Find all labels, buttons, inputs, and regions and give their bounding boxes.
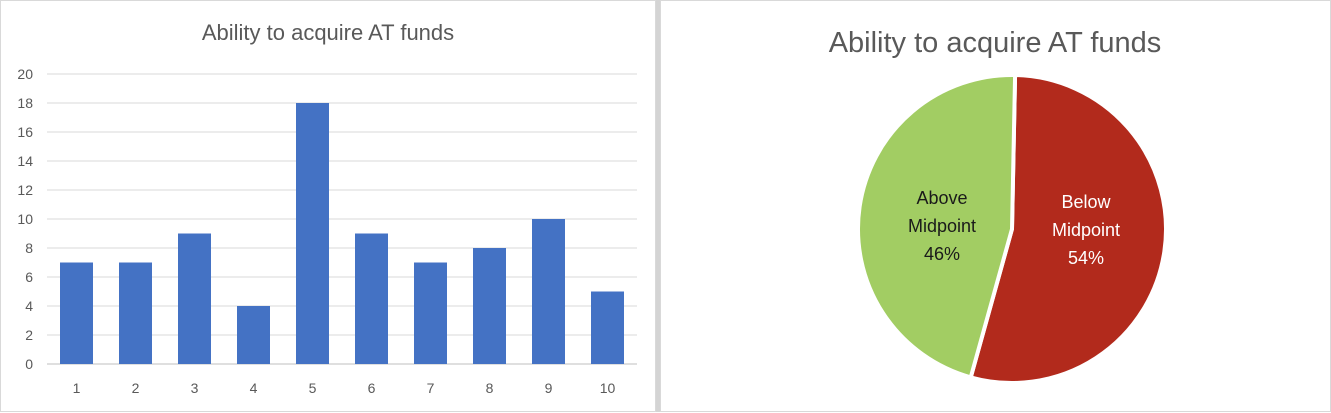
bar <box>473 248 506 364</box>
bar <box>119 262 152 364</box>
x-tick-label: 9 <box>545 380 553 396</box>
y-tick-label: 12 <box>17 182 33 198</box>
pie-slice-label: Below <box>1061 192 1111 212</box>
bar <box>414 262 447 364</box>
x-tick-label: 6 <box>368 380 376 396</box>
bar-chart-panel: Ability to acquire AT funds 0 2 4 6 8 10 12 14 1… <box>0 0 656 412</box>
bar <box>532 219 565 364</box>
x-tick-label: 8 <box>486 380 494 396</box>
pie-slice <box>968 73 1168 385</box>
bar <box>591 291 624 364</box>
bar <box>178 233 211 364</box>
pie-slice-label: Midpoint <box>1052 220 1120 240</box>
panel-divider <box>656 0 660 412</box>
pie-slice-label: 54% <box>1068 248 1104 268</box>
x-tick-label: 2 <box>132 380 140 396</box>
y-tick-label: 14 <box>17 153 33 169</box>
y-tick-label: 8 <box>25 240 33 256</box>
bar <box>237 306 270 364</box>
x-tick-label: 1 <box>73 380 81 396</box>
x-tick-label: 4 <box>250 380 258 396</box>
pie-slice-label: 46% <box>924 244 960 264</box>
x-tick-label: 3 <box>191 380 199 396</box>
bar <box>296 103 329 364</box>
pie-slice-label: Midpoint <box>908 216 976 236</box>
pie-slice-label: Above <box>916 188 967 208</box>
y-tick-label: 16 <box>17 124 33 140</box>
y-tick-label: 4 <box>25 298 33 314</box>
x-tick-label: 7 <box>427 380 435 396</box>
bar-chart-title: Ability to acquire AT funds <box>202 20 454 45</box>
pie-slice <box>856 73 1018 380</box>
bar <box>60 262 93 364</box>
y-tick-label: 2 <box>25 327 33 343</box>
bar-chart: Ability to acquire AT funds 024681012141… <box>17 20 637 396</box>
y-tick-label: 18 <box>17 95 33 111</box>
bar <box>355 233 388 364</box>
y-tick-label: 6 <box>25 269 33 285</box>
pie-chart: Ability to acquire AT funds Below Midpoin… <box>829 27 1168 385</box>
pie-chart-panel: Ability to acquire AT funds Below Midpoin… <box>660 0 1331 412</box>
y-tick-label: 0 <box>25 356 33 372</box>
pie-chart-title: Ability to acquire AT funds <box>829 27 1162 59</box>
x-tick-label: 10 <box>600 380 616 396</box>
y-tick-label: 10 <box>17 211 33 227</box>
y-tick-label: 20 <box>17 66 33 82</box>
x-tick-label: 5 <box>309 380 317 396</box>
